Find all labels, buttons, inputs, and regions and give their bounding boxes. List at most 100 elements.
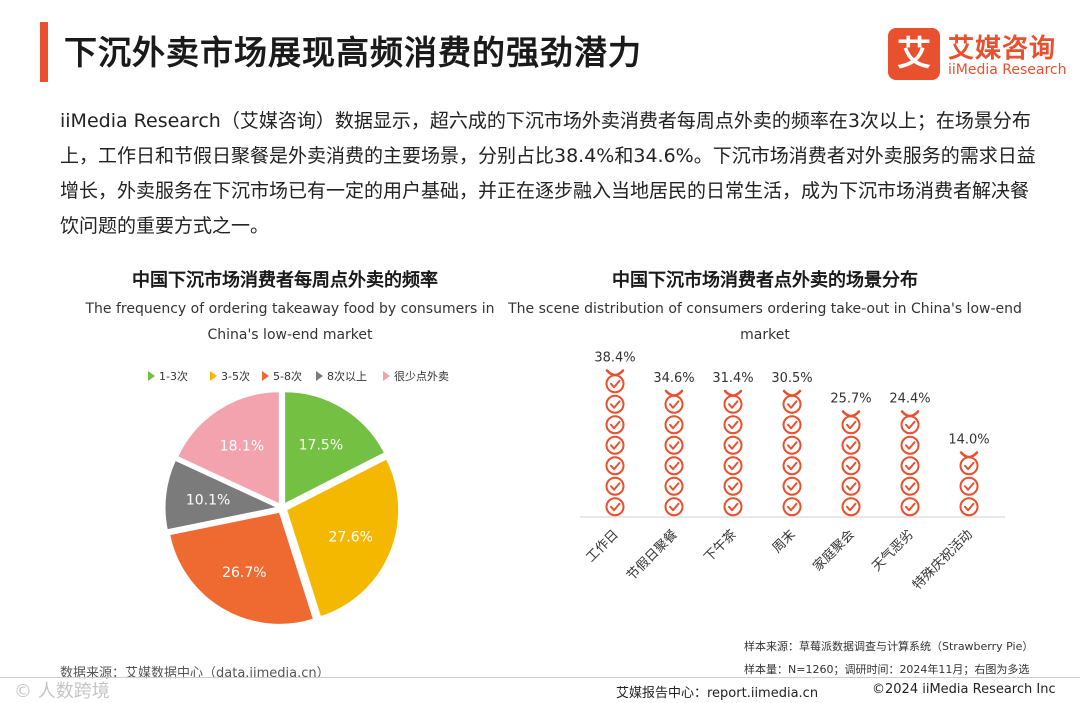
legend-label: 8次以上 — [327, 369, 367, 383]
bar-category-label: 天气恶劣 — [869, 527, 917, 575]
pie-chart-subtitle: The frequency of ordering takeaway food … — [85, 301, 495, 343]
bar-check-unit — [841, 476, 861, 496]
bar-check-unit — [959, 476, 979, 496]
page-title: 下沉外卖市场展现高频消费的强劲潜力 — [64, 33, 642, 72]
bar-check-unit — [664, 394, 684, 414]
bar-check-unit — [664, 415, 684, 435]
bar-check-unit — [782, 435, 802, 455]
check-icon — [669, 400, 680, 409]
bar-check-unit — [723, 456, 743, 476]
bar-check-unit — [664, 435, 684, 455]
check-icon — [905, 482, 916, 491]
bar-check-unit — [723, 497, 743, 517]
bar-cap — [605, 369, 625, 377]
bar-check-unit — [841, 456, 861, 476]
legend-marker — [210, 371, 217, 381]
bar-check-unit — [664, 497, 684, 517]
check-icon — [964, 461, 975, 471]
pie-data-label: 17.5% — [299, 438, 343, 454]
bar-check-unit — [605, 435, 625, 455]
bar-category-label: 家庭聚会 — [810, 527, 858, 575]
pie-slice — [284, 391, 386, 505]
bar-data-label: 38.4% — [594, 351, 635, 366]
check-icon — [728, 482, 739, 491]
check-icon — [610, 379, 621, 389]
check-icon — [846, 441, 857, 450]
check-icon — [905, 420, 916, 430]
legend-label: 很少点外卖 — [394, 369, 449, 383]
pie-slice — [169, 511, 315, 625]
check-icon — [669, 441, 680, 450]
bar-category-label: 特殊庆祝活动 — [910, 527, 976, 593]
check-icon — [610, 461, 621, 471]
pie-data-label: 10.1% — [186, 492, 230, 508]
check-icon — [669, 502, 680, 512]
check-icon — [669, 420, 680, 430]
pie-slice — [164, 459, 279, 531]
bar-check-unit — [664, 476, 684, 496]
logo-en-text: iiMedia Research — [948, 62, 1067, 78]
bar-cap — [959, 451, 979, 459]
check-icon — [610, 400, 621, 409]
bar-check-unit — [605, 415, 625, 435]
check-icon — [787, 400, 798, 409]
legend-marker — [262, 371, 269, 381]
bar-check-unit — [782, 456, 802, 476]
check-icon — [610, 441, 621, 450]
check-icon — [846, 420, 857, 430]
check-icon — [728, 461, 739, 471]
pie-data-label: 18.1% — [220, 438, 264, 454]
check-icon — [787, 482, 798, 491]
bar-check-unit — [605, 374, 625, 394]
bar-category-label: 节假日聚餐 — [624, 527, 681, 584]
bar-check-unit — [959, 456, 979, 476]
bar-data-label: 30.5% — [771, 371, 812, 386]
iimedia-logo: 艾 艾媒咨询 iiMedia Research — [888, 28, 1068, 84]
check-icon — [669, 461, 680, 471]
bar-data-label: 34.6% — [653, 371, 694, 386]
sample-size-note: 样本量：N=1260；调研时间：2024年11月；右图为多选 — [744, 663, 1030, 676]
pie-chart-title: 中国下沉市场消费者每周点外卖的频率 — [132, 270, 438, 291]
bar-check-unit — [605, 394, 625, 414]
bar-check-unit — [900, 497, 920, 517]
bar-cap — [664, 389, 684, 397]
check-icon — [610, 420, 621, 430]
bar-check-unit — [664, 456, 684, 476]
bar-data-label: 31.4% — [712, 371, 753, 386]
check-icon — [728, 400, 739, 409]
check-icon — [787, 420, 798, 430]
bar-data-label: 25.7% — [830, 392, 871, 407]
logo-mark-icon: 艾 — [888, 28, 940, 80]
pie-slice — [286, 458, 400, 618]
check-icon — [964, 502, 975, 512]
check-icon — [905, 461, 916, 471]
bar-check-unit — [782, 394, 802, 414]
bar-check-unit — [900, 456, 920, 476]
bar-check-unit — [900, 415, 920, 435]
bar-check-unit — [605, 476, 625, 496]
bar-check-unit — [782, 497, 802, 517]
check-icon — [728, 420, 739, 430]
bar-category-label: 下午茶 — [701, 527, 740, 566]
legend-label: 3-5次 — [221, 369, 250, 383]
check-icon — [787, 502, 798, 512]
check-icon — [846, 482, 857, 491]
check-icon — [905, 441, 916, 450]
check-icon — [846, 461, 857, 471]
check-icon — [669, 482, 680, 491]
bar-check-unit — [605, 497, 625, 517]
legend-label: 1-3次 — [159, 369, 188, 383]
bar-check-unit — [782, 476, 802, 496]
check-icon — [787, 441, 798, 450]
sample-source-note: 样本来源：草莓派数据调查与计算系统（Strawberry Pie） — [744, 640, 1034, 653]
bar-category-label: 周末 — [770, 527, 799, 556]
check-icon — [905, 502, 916, 512]
pie-data-label: 27.6% — [328, 530, 372, 546]
bar-check-unit — [723, 394, 743, 414]
report-center-link[interactable]: 艾媒报告中心：report.iimedia.cn — [616, 686, 819, 701]
bar-data-label: 14.0% — [948, 433, 989, 448]
check-icon — [964, 482, 975, 491]
bar-data-label: 24.4% — [889, 392, 930, 407]
bar-chart-subtitle: The scene distribution of consumers orde… — [508, 301, 1022, 343]
bar-check-unit — [782, 415, 802, 435]
